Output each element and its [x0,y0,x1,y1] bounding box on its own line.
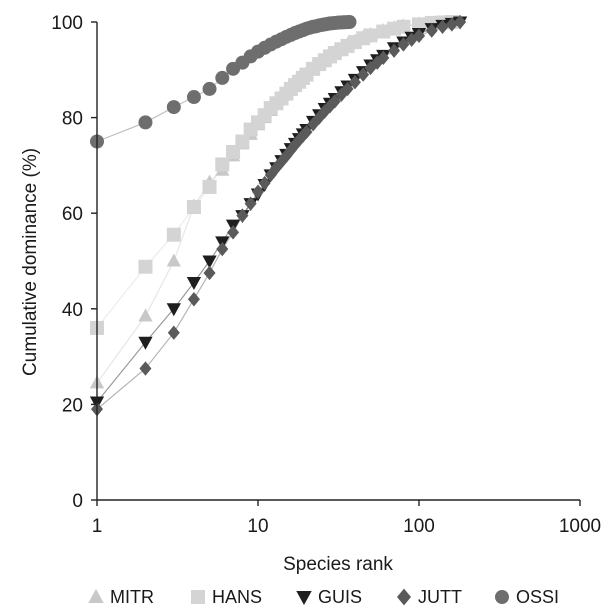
data-point [227,225,240,240]
series-hans [90,15,459,335]
data-point [138,259,153,274]
series-jutt [91,14,467,417]
series-line [96,21,461,403]
data-point [166,253,181,267]
data-point [186,276,202,290]
data-point [236,208,249,223]
x-axis-label: Species rank [283,554,393,575]
data-point [318,104,331,119]
legend-label: OSSI [516,587,559,607]
data-point [203,265,216,281]
x-tick-label: 100 [403,516,435,537]
series-line [96,21,461,410]
legend-marker [88,588,104,603]
data-point [258,175,271,191]
data-point [328,94,341,109]
data-point [252,184,264,199]
data-point [138,115,153,130]
series-mitr [89,14,460,389]
series-line [96,21,452,384]
y-tick-label: 100 [51,13,83,34]
data-point [376,24,391,39]
data-point [342,15,357,29]
data-point [454,14,467,30]
data-point [377,50,390,66]
data-point [202,179,217,194]
data-point [413,28,425,44]
data-point [397,37,410,52]
data-point [139,361,152,376]
data-point [300,124,313,140]
data-point [215,157,230,172]
data-point [412,17,426,32]
series-guis [89,16,468,410]
y-axis-ticks: 0 20 40 60 80 100 [51,13,97,512]
data-point [396,19,411,34]
x-tick-label: 1 [92,516,103,537]
data-point [445,17,458,32]
y-tick-label: 60 [62,204,83,225]
legend-label: GUIS [318,587,362,607]
plot-series [89,14,468,417]
data-point [167,325,180,340]
legend-marker [495,590,509,604]
legend-label: HANS [212,587,262,607]
y-tick-label: 0 [72,491,83,512]
data-point [348,75,361,90]
data-point [226,145,241,160]
legend-item-guis: GUIS [296,587,362,607]
y-tick-label: 40 [62,300,83,321]
data-point [138,308,153,322]
data-point [405,32,418,47]
data-point [202,255,217,269]
data-point [280,148,293,164]
y-axis-label: Cumulative dominance (%) [20,148,41,376]
x-tick-label: 10 [247,516,268,537]
legend-label: MITR [110,587,154,607]
y-tick-label: 80 [62,109,83,130]
legend-marker [296,591,312,606]
data-point [357,67,370,82]
legend: MITR HANS GUIS JUTT OSSI [88,587,559,607]
data-point [244,196,257,211]
data-point [187,292,200,307]
data-point [166,303,181,317]
legend-label: JUTT [418,587,462,607]
data-point [216,241,229,257]
data-point [166,100,181,115]
data-point [341,81,354,97]
data-point [235,134,250,149]
legend-marker [397,588,411,606]
data-point [284,142,297,158]
data-point [186,199,201,214]
data-point [363,28,378,43]
data-point [388,43,401,58]
data-point [202,81,217,96]
legend-marker [191,590,205,604]
y-tick-label: 20 [62,395,83,416]
legend-item-ossi: OSSI [495,587,559,607]
legend-item-mitr: MITR [88,587,154,607]
data-point [371,55,384,70]
legend-item-hans: HANS [191,587,262,607]
data-point [186,90,201,105]
series-ossi [90,15,357,149]
x-tick-label: 1000 [559,516,601,537]
data-point [138,336,153,350]
data-point [425,23,438,38]
data-point [215,70,230,85]
x-axis-ticks: 1 10 100 1000 [92,500,601,537]
data-point [166,227,181,242]
data-point [436,19,449,34]
legend-item-jutt: JUTT [397,587,462,607]
